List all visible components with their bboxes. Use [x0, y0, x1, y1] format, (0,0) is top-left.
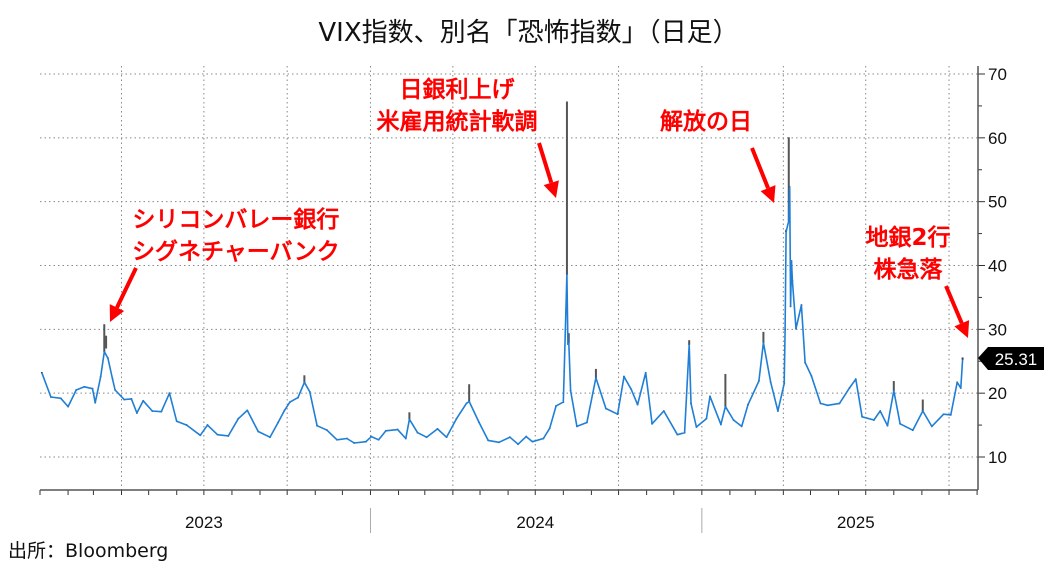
- annotation-regional-banks: 地銀2行 株急落: [858, 222, 958, 286]
- y-tick-label: 20: [988, 384, 1007, 403]
- y-tick-label: 40: [988, 257, 1007, 276]
- annotation-line: 株急落: [873, 257, 943, 283]
- annotation-liberation-day: 解放の日: [660, 106, 752, 138]
- high-wicks: [40, 101, 964, 446]
- arrow-head: [109, 304, 125, 322]
- annotation-line: シグネチャーバンク: [132, 239, 340, 265]
- y-tick-label: 50: [988, 193, 1007, 212]
- y-tick-label: 60: [988, 129, 1007, 148]
- y-tick-label: 30: [988, 320, 1007, 339]
- x-tick-label: 2024: [516, 513, 554, 532]
- arrow-shaft: [944, 285, 964, 325]
- source-note: 出所：Bloomberg: [8, 540, 169, 562]
- chart-title: VIX指数、別名「恐怖指数」（日足）: [318, 18, 739, 48]
- annotation-line: 米雇用統計軟調: [376, 109, 538, 135]
- annotation-line: 地銀2行: [865, 225, 951, 251]
- arrow-shaft: [537, 142, 554, 184]
- axes: 10 20 30 40 50 60 70 2023 2024 2025: [39, 65, 1007, 533]
- arrow-shaft: [750, 147, 770, 189]
- gridlines: [40, 66, 978, 490]
- x-tick-label: 2025: [837, 513, 875, 532]
- y-tick-label: 10: [988, 448, 1007, 467]
- arrow-shaft: [115, 267, 138, 309]
- arrow-head: [954, 320, 970, 338]
- annotation-line: シリコンバレー銀行: [132, 207, 340, 233]
- arrow-head: [543, 180, 559, 198]
- last-value-label: 25.31: [995, 350, 1038, 369]
- annotation-arrows: [109, 142, 970, 338]
- annotation-line: 日銀利上げ: [399, 77, 515, 103]
- annotation-svb: シリコンバレー銀行 シグネチャーバンク: [132, 204, 340, 268]
- last-value-tag: 25.31: [978, 347, 1044, 370]
- annotation-boj: 日銀利上げ 米雇用統計軟調: [362, 74, 552, 138]
- arrow-head: [760, 185, 776, 203]
- x-tick-label: 2023: [185, 513, 223, 532]
- y-tick-label: 70: [988, 65, 1007, 84]
- annotation-line: 解放の日: [660, 109, 752, 135]
- vix-series-line: [41, 186, 964, 446]
